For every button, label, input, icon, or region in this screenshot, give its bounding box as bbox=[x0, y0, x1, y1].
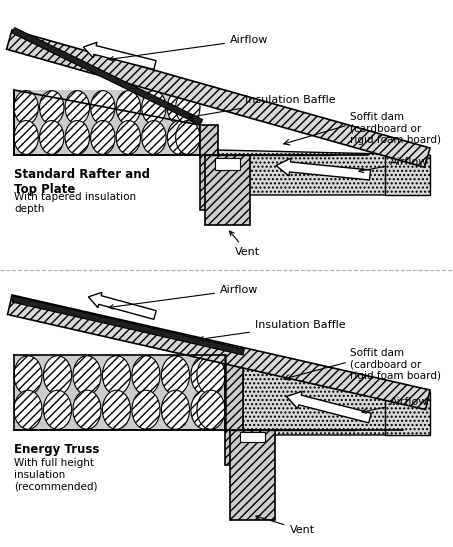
Ellipse shape bbox=[197, 390, 225, 429]
Ellipse shape bbox=[39, 91, 64, 125]
Text: Insulation Baffle: Insulation Baffle bbox=[199, 320, 346, 341]
Bar bbox=[215, 158, 240, 170]
Ellipse shape bbox=[39, 120, 64, 154]
Text: With full height
insulation
(recommended): With full height insulation (recommended… bbox=[14, 458, 97, 491]
Text: Soffit dam
(cardboard or
rigid foam board): Soffit dam (cardboard or rigid foam boar… bbox=[350, 112, 441, 145]
Ellipse shape bbox=[65, 120, 89, 154]
Bar bbox=[200, 125, 218, 210]
Ellipse shape bbox=[142, 91, 166, 125]
Text: Standard Rafter and
Top Plate: Standard Rafter and Top Plate bbox=[14, 168, 150, 196]
Ellipse shape bbox=[167, 120, 192, 154]
Polygon shape bbox=[14, 90, 200, 155]
Ellipse shape bbox=[191, 390, 219, 429]
Ellipse shape bbox=[176, 91, 200, 125]
Text: With tapered insulation
depth: With tapered insulation depth bbox=[14, 192, 136, 213]
Ellipse shape bbox=[43, 390, 72, 429]
Ellipse shape bbox=[14, 390, 42, 429]
Ellipse shape bbox=[116, 91, 140, 125]
FancyArrow shape bbox=[88, 292, 156, 319]
Polygon shape bbox=[243, 365, 430, 435]
Ellipse shape bbox=[102, 356, 130, 395]
Bar bbox=[230, 430, 275, 520]
Polygon shape bbox=[218, 150, 430, 195]
Ellipse shape bbox=[14, 120, 39, 154]
Bar bbox=[225, 355, 243, 465]
Text: Energy Truss: Energy Truss bbox=[14, 443, 99, 456]
Text: Vent: Vent bbox=[230, 231, 260, 257]
Ellipse shape bbox=[191, 356, 219, 395]
Ellipse shape bbox=[161, 356, 189, 395]
Bar bbox=[14, 355, 225, 430]
Ellipse shape bbox=[91, 120, 115, 154]
Text: Soffit dam
(cardboard or
rigid foam board): Soffit dam (cardboard or rigid foam boar… bbox=[350, 348, 441, 381]
Bar bbox=[205, 155, 250, 225]
Ellipse shape bbox=[73, 356, 101, 395]
Ellipse shape bbox=[91, 91, 115, 125]
Ellipse shape bbox=[43, 356, 72, 395]
Bar bbox=[14, 90, 200, 155]
Polygon shape bbox=[8, 295, 430, 410]
Polygon shape bbox=[12, 27, 202, 125]
Ellipse shape bbox=[197, 356, 225, 395]
FancyArrow shape bbox=[83, 42, 156, 69]
Polygon shape bbox=[6, 30, 430, 167]
Text: Vent: Vent bbox=[256, 515, 314, 535]
Ellipse shape bbox=[14, 91, 39, 125]
Text: Airflow: Airflow bbox=[362, 397, 429, 414]
Bar bbox=[385, 155, 430, 195]
Ellipse shape bbox=[73, 390, 101, 429]
Ellipse shape bbox=[167, 91, 192, 125]
Ellipse shape bbox=[161, 390, 189, 429]
FancyArrow shape bbox=[276, 158, 371, 180]
Ellipse shape bbox=[142, 120, 166, 154]
Ellipse shape bbox=[102, 390, 130, 429]
Text: Airflow: Airflow bbox=[109, 285, 258, 309]
Ellipse shape bbox=[116, 120, 140, 154]
Text: Airflow: Airflow bbox=[359, 157, 429, 173]
Ellipse shape bbox=[132, 356, 160, 395]
Ellipse shape bbox=[65, 91, 89, 125]
FancyArrow shape bbox=[286, 391, 371, 423]
Ellipse shape bbox=[132, 390, 160, 429]
Ellipse shape bbox=[14, 356, 42, 395]
Bar bbox=[240, 432, 265, 442]
Ellipse shape bbox=[176, 120, 200, 154]
Text: Insulation Baffle: Insulation Baffle bbox=[189, 95, 336, 119]
Text: Airflow: Airflow bbox=[109, 35, 268, 61]
Bar bbox=[385, 392, 430, 435]
Polygon shape bbox=[12, 296, 244, 355]
